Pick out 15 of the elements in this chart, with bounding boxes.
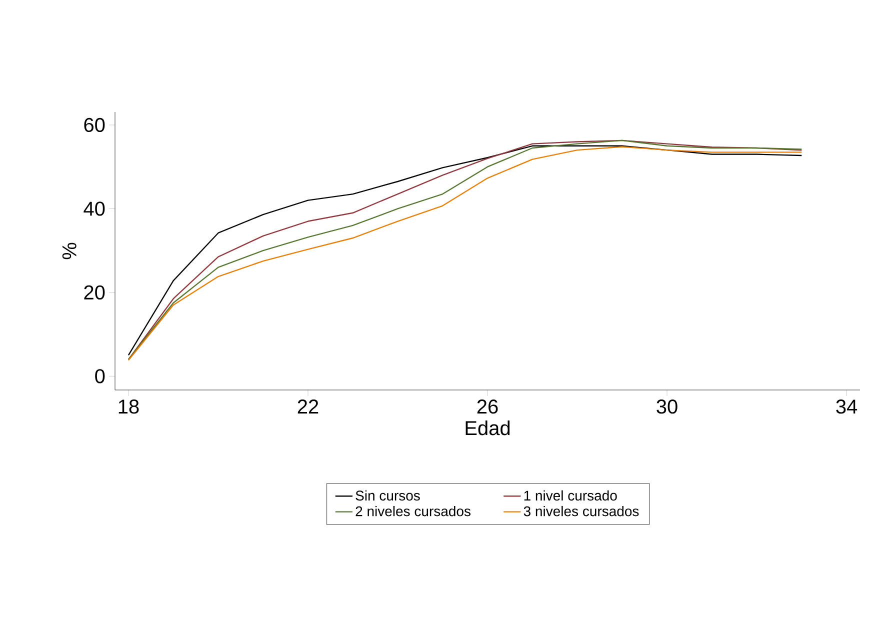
legend-label: 1 nivel cursado xyxy=(524,490,617,501)
x-tick-label: 22 xyxy=(298,400,318,414)
legend-label: 2 niveles cursados xyxy=(356,506,470,516)
legend-label: 3 niveles cursados xyxy=(524,506,639,516)
y-tick-label: 60 xyxy=(84,118,105,132)
y-tick-label: 40 xyxy=(84,202,105,216)
x-tick-label: 34 xyxy=(836,400,858,414)
y-tick-label: 20 xyxy=(84,285,105,300)
x-tick-label: 30 xyxy=(656,400,678,414)
x-tick-label: 26 xyxy=(477,400,498,414)
x-axis-title: Edad xyxy=(466,420,510,436)
y-tick-label: 0 xyxy=(95,369,105,384)
y-axis-title: % xyxy=(62,242,76,260)
legend-label: Sin cursos xyxy=(356,490,420,501)
x-tick-label: 18 xyxy=(118,400,139,414)
